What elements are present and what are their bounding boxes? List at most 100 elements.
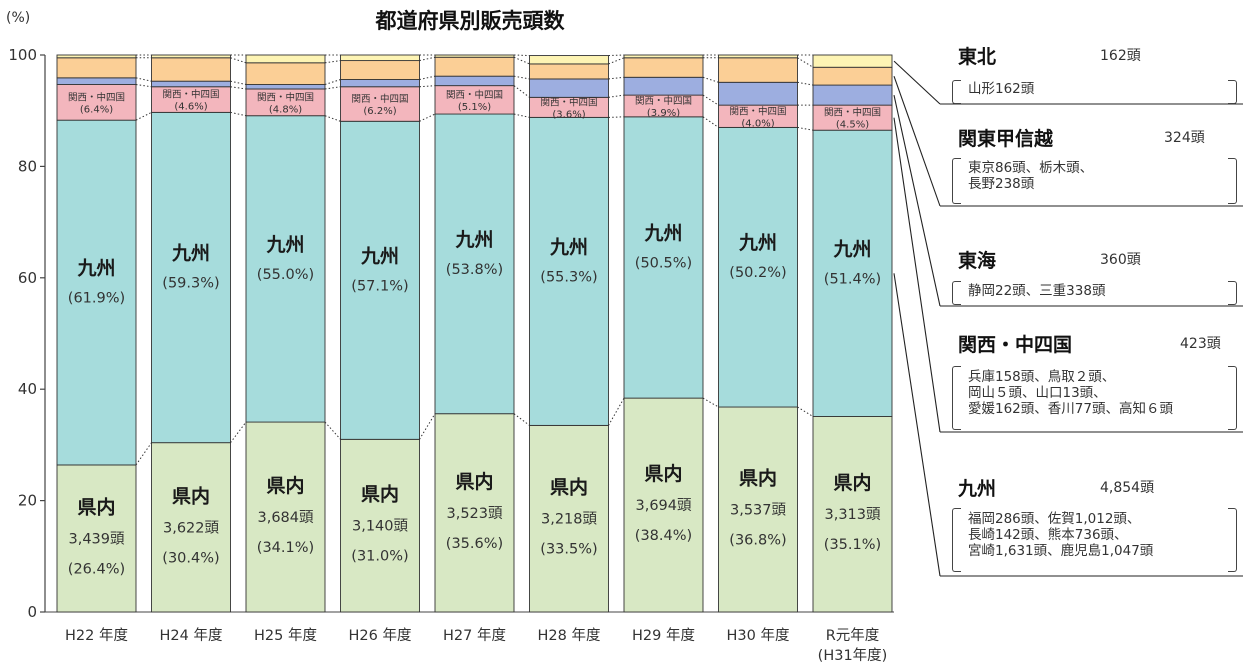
bar-segment [245, 115, 326, 423]
x-tick-label: H30 年度 [727, 627, 790, 644]
kyushu-pct: (61.9%) [68, 291, 125, 307]
leader-line [893, 60, 941, 105]
connector-line [513, 113, 530, 118]
kyushu-label: 九州 [454, 229, 493, 251]
legend-region-total: 423頭 [1180, 336, 1221, 352]
legend-region-detail: 静岡22頭、三重338頭 [968, 283, 1105, 299]
connector-line [324, 79, 341, 85]
connector-line [230, 57, 247, 64]
bars-group [56, 54, 893, 613]
kansai-label: 関西・中四国 [68, 91, 125, 103]
chart-title: 都道府県別販売頭数 [375, 9, 566, 33]
kyushu-label: 九州 [832, 238, 871, 260]
kennai-heads: 3,537頭 [730, 503, 787, 519]
legend-leader-lines [893, 60, 1243, 577]
kyushu-label: 九州 [76, 258, 115, 280]
bracket-right [1228, 281, 1237, 305]
connector-line [702, 116, 719, 128]
kyushu-label: 九州 [549, 236, 588, 258]
bar-segment [529, 424, 609, 613]
bracket-left [952, 281, 961, 305]
kyushu-pct: (55.0%) [257, 267, 314, 283]
connector-line [797, 81, 814, 86]
connector-line [513, 54, 530, 57]
leader-line [893, 94, 941, 307]
connector-line [135, 111, 152, 121]
bar-segment [151, 80, 231, 88]
kansai-label: 関西・中四国 [351, 93, 408, 105]
kansai-label: 関西・中四国 [824, 107, 881, 119]
kennai-pct: (35.6%) [446, 536, 503, 552]
legend-region-total: 360頭 [1100, 252, 1141, 268]
bar-segment [529, 63, 609, 80]
legend-detail-line: 静岡22頭、三重338頭 [968, 283, 1106, 299]
kansai-pct: (4.6%) [174, 102, 207, 113]
legend-detail-line: 兵庫158頭、鳥取２頭、 [968, 369, 1116, 385]
bar-segment [812, 416, 893, 613]
y-unit-label: (%) [6, 10, 30, 26]
bar-segment [245, 421, 326, 613]
kyushu-label: 九州 [265, 234, 304, 256]
connector-line [230, 80, 247, 86]
kansai-pct: (4.5%) [836, 120, 869, 131]
kansai-label: 関西・中四国 [729, 105, 786, 117]
bar-segment [718, 54, 798, 59]
bar-segment [529, 116, 609, 426]
bar-segment [812, 84, 893, 106]
legend-region-name: 関西・中四国 [958, 334, 1073, 356]
legend-detail-line: 福岡286頭、佐賀1,012頭、 [968, 511, 1141, 527]
bar-segment [56, 119, 137, 466]
bar-segment [56, 54, 137, 59]
connector-line [324, 60, 341, 64]
bar-segment [151, 57, 231, 82]
kyushu-pct: (53.8%) [446, 262, 503, 278]
y-tick-label: 100 [8, 46, 37, 64]
kennai-label: 県内 [77, 495, 115, 518]
kyushu-label: 九州 [643, 222, 682, 244]
bar-segment [529, 55, 609, 65]
kyushu-label: 九州 [360, 245, 399, 267]
kyushu-pct: (50.2%) [729, 265, 786, 281]
kansai-label: 関西・中四国 [162, 89, 219, 101]
connector-line [419, 56, 436, 62]
bar-segment [151, 111, 231, 444]
legend-detail-line: 長野238頭 [968, 176, 1035, 192]
connector-line [702, 397, 719, 408]
kennai-label: 県内 [550, 476, 588, 499]
kansai-pct: (3.6%) [552, 109, 585, 120]
x-tick-label: H29 年度 [632, 627, 695, 644]
x-tick-sublabel: (H31年度) [818, 647, 888, 664]
legend-detail-line: 東京86頭、栃木頭、 [968, 160, 1094, 176]
kansai-pct: (5.1%) [458, 102, 491, 113]
connector-line [513, 75, 530, 80]
bar-segment [151, 442, 231, 613]
bar-segment [434, 54, 515, 58]
connector-line [324, 421, 341, 440]
connector-line [419, 113, 436, 122]
connector-line [230, 86, 247, 90]
connector-line [324, 115, 341, 122]
connector-line [419, 75, 436, 80]
connector-line [324, 86, 341, 90]
bar-segment [718, 406, 798, 613]
bar-segment [718, 81, 798, 106]
legend-region-detail: 山形162頭 [968, 81, 1034, 97]
kansai-label: 関西・中四国 [540, 96, 597, 108]
bar-segment [56, 84, 137, 121]
legend-region-name: 九州 [958, 478, 997, 500]
kennai-heads: 3,694頭 [635, 498, 692, 514]
kennai-pct: (26.4%) [68, 561, 125, 577]
connector-line [135, 442, 152, 466]
connector-line [797, 57, 814, 68]
bar-segment [151, 86, 231, 113]
kennai-heads: 3,622頭 [163, 520, 220, 536]
leader-line [893, 75, 941, 207]
y-tick-label: 40 [18, 380, 37, 398]
legend-region-total: 4,854頭 [1100, 480, 1155, 496]
kennai-heads: 3,140頭 [352, 519, 409, 535]
kansai-pct: (4.0%) [741, 118, 774, 129]
connector-lines [135, 54, 814, 466]
kennai-label: 県内 [455, 470, 493, 493]
x-tick-label: R元年度 [826, 627, 880, 644]
